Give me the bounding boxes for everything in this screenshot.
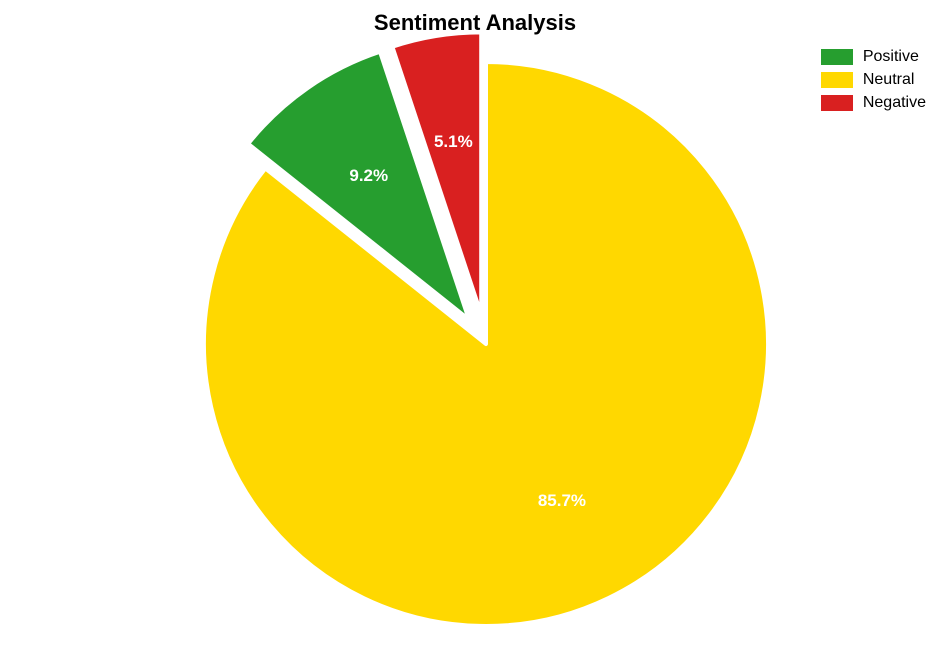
pie-chart bbox=[0, 0, 950, 662]
slice-label: 9.2% bbox=[349, 166, 388, 186]
legend-item: Neutral bbox=[821, 71, 926, 89]
legend-label: Positive bbox=[863, 48, 919, 66]
legend-swatch bbox=[821, 72, 853, 88]
legend: Positive Neutral Negative bbox=[821, 48, 926, 112]
legend-swatch bbox=[821, 49, 853, 65]
legend-item: Negative bbox=[821, 94, 926, 112]
slice-label: 5.1% bbox=[434, 132, 473, 152]
legend-label: Neutral bbox=[863, 71, 915, 89]
legend-swatch bbox=[821, 95, 853, 111]
slice-label: 85.7% bbox=[538, 491, 586, 511]
legend-item: Positive bbox=[821, 48, 926, 66]
legend-label: Negative bbox=[863, 94, 926, 112]
